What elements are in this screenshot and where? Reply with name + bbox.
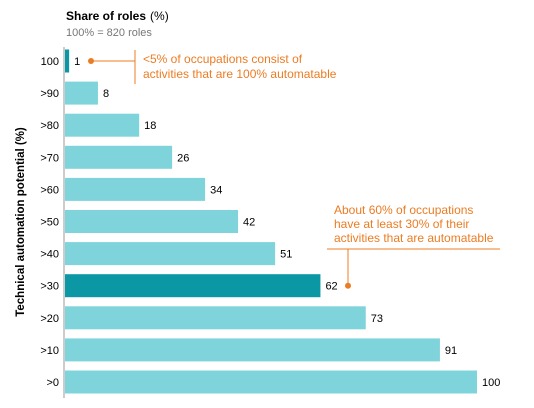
chart-title: Share of roles (%) <box>66 9 169 23</box>
bar-gt60 <box>65 177 206 201</box>
annotation-2-text-line: have at least 30% of their <box>334 217 469 231</box>
bar-gt0 <box>65 370 477 394</box>
annotation-2-text-line: About 60% of occupations <box>334 203 473 217</box>
value-label-gt30: 62 <box>325 281 337 293</box>
category-label-gt20: >20 <box>40 313 59 325</box>
value-label-gt40: 51 <box>280 249 292 261</box>
value-label-gt0: 100 <box>482 377 500 389</box>
value-label-100: 1 <box>74 56 80 68</box>
value-label-gt90: 8 <box>103 88 109 100</box>
category-label-gt30: >30 <box>40 281 59 293</box>
value-label-gt10: 91 <box>445 345 457 357</box>
value-label-gt60: 34 <box>210 184 222 196</box>
category-label-gt50: >50 <box>40 217 59 229</box>
y-axis-label: Technical automation potential (%) <box>15 127 27 317</box>
bar-gt30 <box>65 274 321 298</box>
category-label-gt40: >40 <box>40 249 59 261</box>
bar-gt90 <box>65 81 98 105</box>
category-label-gt70: >70 <box>40 152 59 164</box>
category-label-gt90: >90 <box>40 88 59 100</box>
value-label-gt20: 73 <box>371 313 383 325</box>
annotation-2-text-line: activities that are automatable <box>334 231 494 245</box>
category-label-gt0: >0 <box>46 377 59 389</box>
bar-gt80 <box>65 113 140 137</box>
bar-gt70 <box>65 145 173 169</box>
chart-subtitle: 100% = 820 roles <box>66 27 152 39</box>
annotation-2-marker <box>345 282 351 289</box>
value-label-gt50: 42 <box>243 217 255 229</box>
category-label-gt60: >60 <box>40 184 59 196</box>
bar-gt10 <box>65 338 440 362</box>
category-label-gt80: >80 <box>40 120 59 132</box>
annotations-layer: <5% of occupations consist ofactivities … <box>88 50 500 289</box>
bars-layer: 100 1 >90 8 >80 18 >70 26 >60 34 >50 42 >40 51 >30 62 >2… <box>40 49 500 394</box>
category-label-100: 100 <box>41 56 59 68</box>
bar-gt40 <box>65 242 276 266</box>
bar-gt50 <box>65 210 239 233</box>
annotation-1-text-line: <5% of occupations consist of <box>143 52 303 66</box>
value-label-gt80: 18 <box>144 120 156 132</box>
value-label-gt70: 26 <box>177 152 189 164</box>
category-label-gt10: >10 <box>40 345 59 357</box>
bar-100 <box>65 49 70 73</box>
annotation-1-text-line: activities that are 100% automatable <box>143 67 337 81</box>
bar-gt20 <box>65 306 366 330</box>
